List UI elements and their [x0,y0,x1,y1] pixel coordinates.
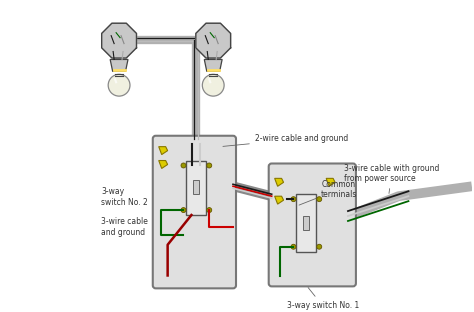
FancyBboxPatch shape [269,163,356,286]
Polygon shape [274,178,283,186]
Polygon shape [159,161,168,168]
Circle shape [207,207,212,212]
Circle shape [291,244,296,249]
Text: 3-way switch No. 1: 3-way switch No. 1 [287,288,359,310]
Circle shape [317,197,322,202]
Text: Common
terminals: Common terminals [299,180,357,205]
Polygon shape [159,147,168,154]
Polygon shape [110,60,128,71]
Circle shape [181,163,186,168]
Circle shape [108,74,130,96]
Polygon shape [196,23,231,58]
Text: 2-wire cable and ground: 2-wire cable and ground [223,134,348,146]
Circle shape [207,163,212,168]
Text: 3-way
switch No. 2: 3-way switch No. 2 [101,188,148,207]
Circle shape [181,207,186,212]
Polygon shape [274,196,283,204]
FancyBboxPatch shape [153,136,236,288]
Bar [303,216,310,230]
Text: 3-wire cable
and ground: 3-wire cable and ground [101,217,148,236]
Bar [296,194,316,252]
Circle shape [291,197,296,202]
Polygon shape [326,178,335,186]
Bar [186,161,206,215]
Circle shape [317,244,322,249]
Polygon shape [204,60,222,71]
Polygon shape [102,23,137,58]
Text: 3-wire cable with ground
from power source: 3-wire cable with ground from power sour… [344,164,439,193]
Circle shape [202,74,224,96]
Bar [193,180,200,194]
